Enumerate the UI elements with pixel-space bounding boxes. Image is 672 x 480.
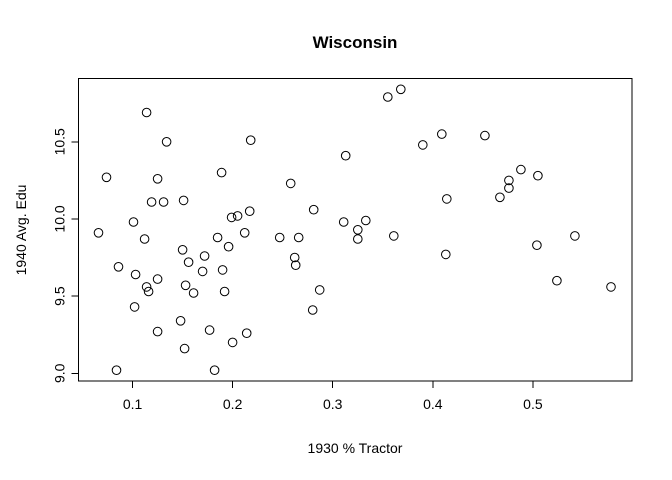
data-point <box>188 288 199 298</box>
data-point <box>361 215 371 226</box>
data-point <box>418 140 428 150</box>
data-point <box>226 212 237 223</box>
data-point <box>480 130 490 141</box>
y-axis-tick-label: 9.0 <box>52 363 68 383</box>
data-point <box>495 192 505 203</box>
data-point <box>232 211 243 221</box>
data-point <box>183 257 194 268</box>
data-point <box>177 245 188 255</box>
data-point <box>111 365 122 376</box>
data-point <box>437 129 447 139</box>
data-point <box>340 150 351 161</box>
data-point <box>180 280 191 291</box>
y-axis-tick-label: 10.5 <box>52 128 68 155</box>
data-point <box>533 170 543 181</box>
data-point <box>353 234 363 244</box>
data-point <box>113 262 124 272</box>
data-point <box>204 325 215 335</box>
data-point <box>239 228 250 238</box>
data-point <box>227 337 238 348</box>
data-point <box>178 195 189 206</box>
data-point <box>216 167 227 178</box>
data-point <box>353 225 363 235</box>
y-axis-tick-label: 10.0 <box>52 205 68 232</box>
data-point <box>245 135 256 145</box>
data-point <box>143 286 154 297</box>
data-point <box>570 231 580 241</box>
data-point <box>139 234 150 244</box>
data-point <box>396 84 406 95</box>
data-point <box>606 282 616 292</box>
data-point <box>179 343 190 354</box>
data-point <box>129 302 140 312</box>
data-point <box>93 228 104 238</box>
data-point <box>442 194 452 204</box>
data-point <box>199 251 210 261</box>
data-point <box>152 174 163 184</box>
data-point <box>128 217 139 227</box>
data-point <box>175 316 186 326</box>
plot-box <box>78 78 633 382</box>
data-point <box>219 286 230 297</box>
data-point <box>285 178 296 189</box>
data-point <box>223 241 234 252</box>
data-point <box>308 204 319 215</box>
data-point <box>244 206 255 216</box>
data-point <box>152 326 163 337</box>
data-point <box>141 107 152 118</box>
data-point <box>101 172 112 183</box>
data-point <box>307 305 318 315</box>
data-point <box>141 282 152 292</box>
data-point <box>383 92 393 102</box>
data-point <box>338 217 349 227</box>
data-point <box>209 365 220 376</box>
y-axis-label: 1940 Avg. Edu <box>13 184 29 276</box>
data-point <box>532 240 542 250</box>
data-point <box>441 249 451 260</box>
data-point <box>504 183 514 193</box>
data-point <box>130 269 141 280</box>
chart-title: Wisconsin <box>312 33 398 52</box>
data-point <box>146 197 157 207</box>
data-point <box>389 231 399 241</box>
data-point <box>274 232 285 243</box>
x-axis-tick-label: 0.2 <box>223 396 243 412</box>
x-axis-tick-label: 0.3 <box>323 396 343 412</box>
data-point <box>158 197 169 207</box>
data-point <box>241 328 252 339</box>
x-axis-tick-label: 0.1 <box>123 396 143 412</box>
data-point <box>212 232 223 243</box>
data-point <box>290 260 301 271</box>
data-point <box>289 252 300 263</box>
data-point <box>217 265 228 275</box>
data-point <box>552 275 562 286</box>
data-point <box>161 137 172 147</box>
data-point <box>293 232 304 243</box>
data-point <box>197 266 208 277</box>
data-point <box>504 175 514 186</box>
x-axis-label: 1930 % Tractor <box>307 440 403 456</box>
y-axis-tick-label: 9.5 <box>52 286 68 306</box>
data-point <box>152 274 163 284</box>
data-point <box>314 285 325 295</box>
x-axis-tick-label: 0.5 <box>523 396 543 412</box>
x-axis-tick-label: 0.4 <box>423 396 443 412</box>
data-point <box>516 164 526 175</box>
